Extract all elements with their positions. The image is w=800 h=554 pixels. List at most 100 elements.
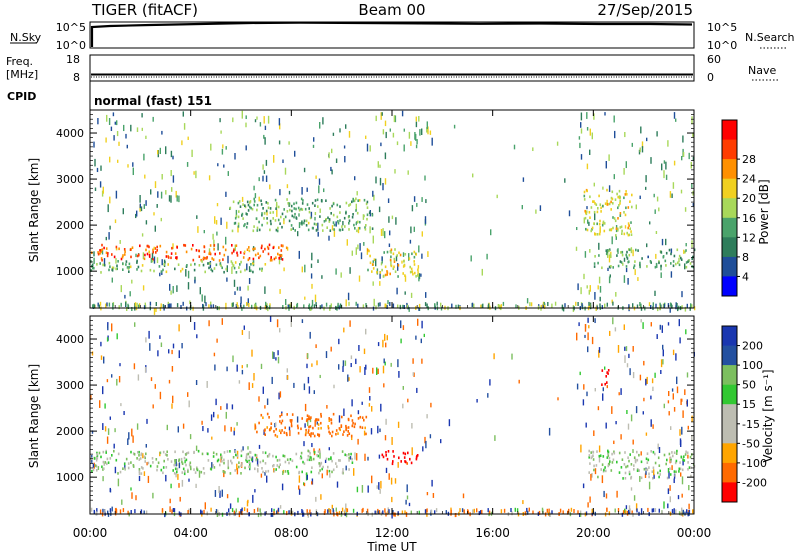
heatmap-cell — [684, 453, 687, 456]
heatmap-cell — [363, 198, 366, 202]
heatmap-cell — [685, 249, 687, 252]
heatmap-cell — [614, 198, 617, 201]
heatmap-cell — [115, 190, 118, 199]
heatmap-cell — [633, 464, 635, 467]
heatmap-cell — [253, 373, 255, 381]
heatmap-cell — [328, 469, 331, 473]
heatmap-cell — [354, 422, 356, 426]
heatmap-cell — [386, 305, 388, 309]
heatmap-cell — [487, 303, 490, 308]
heatmap-cell — [119, 363, 121, 367]
heatmap-cell — [247, 209, 250, 212]
heatmap-cell — [231, 508, 234, 513]
heatmap-cell — [134, 303, 136, 311]
heatmap-cell — [213, 466, 216, 469]
heatmap-cell — [105, 137, 107, 143]
heatmap-cell — [167, 303, 170, 308]
heatmap-cell — [239, 263, 241, 266]
heatmap-cell — [248, 249, 251, 253]
heatmap-cell — [611, 406, 613, 414]
heatmap-cell — [379, 177, 382, 186]
heatmap-cell — [283, 431, 286, 434]
heatmap-cell — [120, 257, 123, 261]
freq-label-line1: Freq. — [6, 55, 33, 68]
heatmap-cell — [680, 455, 683, 459]
heatmap-cell — [156, 468, 158, 472]
heatmap-cell — [176, 246, 178, 249]
heatmap-cell — [246, 248, 249, 251]
heatmap-cell — [608, 154, 610, 161]
colorbar-tick-label: 16 — [742, 212, 756, 225]
heatmap-cell — [144, 304, 147, 309]
heatmap-cell — [430, 402, 432, 408]
heatmap-cell — [667, 322, 670, 326]
heatmap-cell — [609, 330, 611, 336]
heatmap-cell — [311, 226, 314, 230]
heatmap-cell — [576, 332, 578, 341]
heatmap-cell — [313, 137, 315, 142]
heatmap-cell — [296, 302, 299, 307]
heatmap-cell — [152, 492, 154, 499]
heatmap-cell — [386, 250, 389, 254]
heatmap-cell — [598, 276, 601, 284]
heatmap-cell — [267, 115, 270, 124]
heatmap-cell — [559, 508, 562, 513]
heatmap-cell — [305, 472, 308, 475]
heatmap-cell — [136, 457, 138, 460]
heatmap-cell — [238, 465, 240, 469]
heatmap-cell — [246, 200, 249, 204]
heatmap-cell — [361, 401, 363, 405]
heatmap-cell — [577, 510, 579, 515]
heatmap-cell — [379, 271, 382, 274]
heatmap-cell — [145, 135, 147, 139]
heatmap-cell — [595, 464, 598, 467]
heatmap-cell — [264, 405, 266, 409]
heatmap-cell — [564, 178, 566, 183]
heatmap-cell — [625, 510, 627, 515]
heatmap-cell — [691, 304, 693, 309]
heatmap-cell — [278, 458, 281, 462]
heatmap-cell — [588, 471, 590, 474]
heatmap-cell — [672, 182, 675, 189]
heatmap-cell — [160, 191, 163, 199]
heatmap-cell — [193, 468, 195, 471]
heatmap-cell — [378, 206, 381, 213]
heatmap-cell — [118, 305, 120, 310]
heatmap-cell — [349, 320, 351, 327]
freq-tick-top: 18 — [66, 53, 80, 66]
heatmap-cell — [305, 473, 308, 481]
heatmap-cell — [348, 215, 350, 218]
heatmap-cell — [665, 161, 667, 170]
heatmap-cell — [319, 305, 321, 310]
heatmap-cell — [590, 229, 592, 233]
heatmap-cell — [295, 465, 298, 469]
heatmap-cell — [623, 275, 626, 283]
heatmap-cell — [351, 200, 353, 204]
heatmap-cell — [384, 273, 387, 277]
heatmap-cell — [671, 193, 673, 199]
heatmap-cell — [336, 215, 339, 219]
heatmap-cell — [116, 120, 118, 126]
heatmap-cell — [193, 451, 195, 454]
heatmap-cell — [129, 291, 131, 297]
heatmap-cell — [323, 220, 326, 223]
heatmap-cell — [599, 203, 602, 206]
time-x-axis: 00:00 04:00 08:00 12:00 16:00 20:00 00:00 — [73, 110, 711, 540]
heatmap-cell — [91, 430, 94, 434]
heatmap-cell — [91, 263, 94, 267]
heatmap-cell — [667, 400, 670, 404]
heatmap-cell — [617, 264, 620, 268]
heatmap-cell — [248, 246, 250, 249]
heatmap-cell — [202, 467, 205, 470]
heatmap-cell — [359, 220, 361, 224]
heatmap-cell — [111, 268, 113, 271]
heatmap-cell — [136, 261, 138, 264]
heatmap-cell — [616, 192, 618, 196]
heatmap-cell — [189, 434, 192, 440]
heatmap-cell — [277, 507, 280, 512]
heatmap-cell — [607, 369, 610, 372]
heatmap-cell — [261, 267, 263, 271]
heatmap-cell — [325, 199, 327, 202]
x-tick-label: 04:00 — [173, 526, 208, 540]
